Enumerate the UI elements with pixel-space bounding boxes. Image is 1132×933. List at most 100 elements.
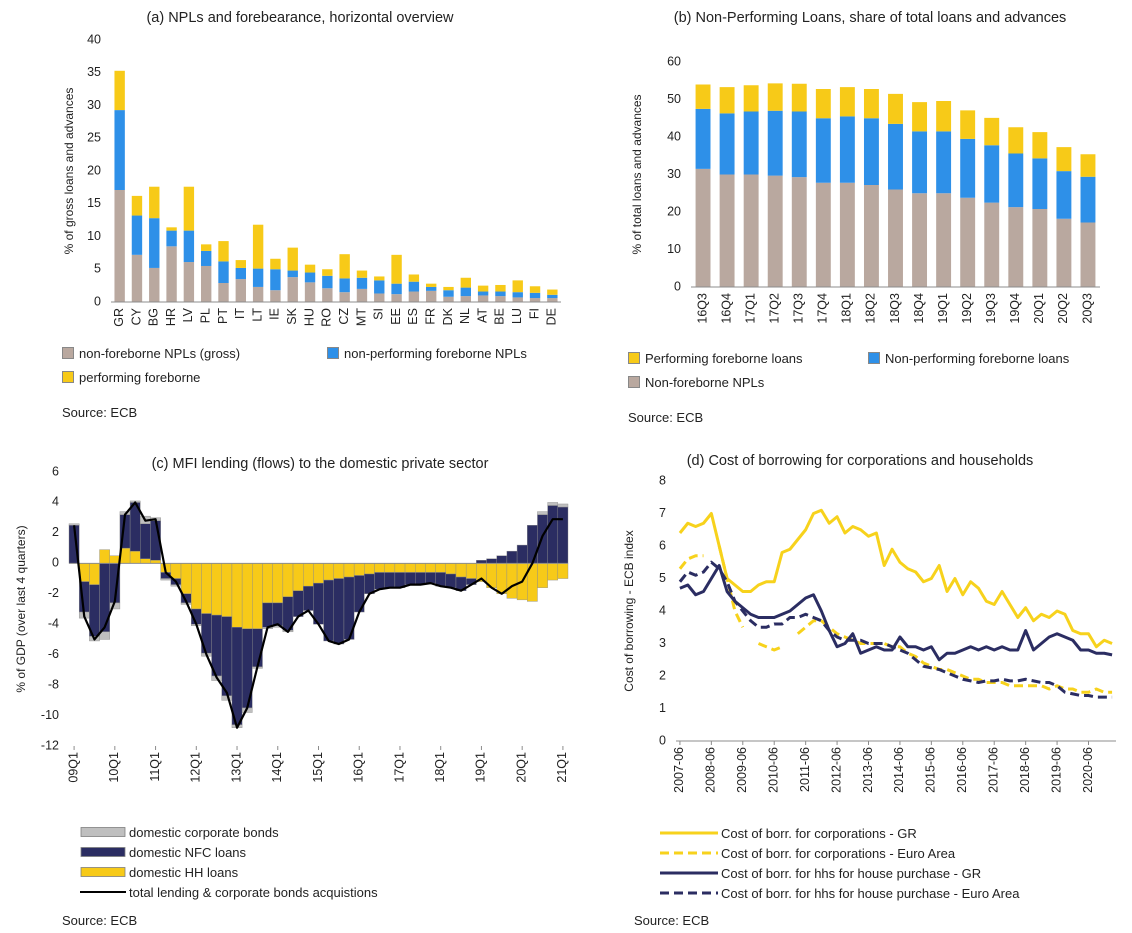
x-tick-label: 12Q1 [189,752,203,783]
x-tick-label: 2016-06 [955,747,969,793]
x-tick-label: 11Q1 [148,752,162,782]
bar [374,276,385,281]
line [679,564,1113,662]
bar [131,254,143,302]
y-tick-label: -10 [41,708,59,722]
bar [391,294,402,302]
bar [839,87,855,117]
legend-item: Cost of borr. for hhs for house purchase… [660,863,1130,883]
bar [170,563,182,579]
bar [415,563,426,573]
bar [1080,222,1096,287]
x-tick-label: 21Q1 [555,752,569,783]
bar [839,116,855,183]
bar [477,285,489,292]
bar [270,258,281,270]
bar [170,584,182,587]
bar [767,83,783,111]
bar [1056,171,1072,219]
y-tick-label: 40 [667,129,681,143]
bar [936,131,952,194]
y-tick-label: 8 [659,473,666,487]
bar [443,296,454,302]
x-tick-label: LT [250,308,264,322]
bar [160,578,172,581]
bar [936,101,952,132]
legend-label: Performing foreborne loans [645,350,803,366]
bar [1008,207,1024,287]
legend-swatch [327,347,339,359]
bar [547,289,558,295]
bar [408,281,420,292]
bar [231,627,243,725]
bar [1080,176,1096,223]
x-tick-label: 17Q1 [392,752,406,783]
x-tick-label: BE [493,308,507,325]
y-axis-label: % of total loans and advances [630,94,644,254]
y-tick-label: 2 [52,525,59,539]
bar [262,563,273,604]
y-tick-label: 35 [87,65,101,79]
x-tick-label: 18Q1 [433,752,447,783]
bar [455,563,467,578]
bar [557,506,569,564]
y-tick-label: 7 [659,506,666,520]
bar [529,292,541,299]
bar [287,277,298,302]
bar [323,563,334,581]
legend-label: Non-performing foreborne loans [885,350,1070,366]
legend-item: domestic NFC loans [80,842,560,862]
y-tick-label: -6 [48,647,59,661]
bar [166,227,177,231]
bar [323,579,334,642]
bar [486,558,497,564]
bar [322,288,333,302]
x-tick-label: 13Q1 [229,752,243,783]
bar [166,246,177,302]
x-tick-label: ES [406,308,420,325]
x-tick-label: 19Q2 [960,293,974,324]
legend-item: total lending & corporate bonds acquisti… [80,882,560,902]
bar [129,550,141,564]
bar [695,84,711,109]
legend-label: non-foreborne NPLs (gross) [79,345,241,361]
bar [516,544,528,564]
x-tick-label: 10Q1 [107,752,121,783]
bar [322,275,333,289]
bar [888,93,903,124]
legend-item: Cost of borr. for corporations - Euro Ar… [660,843,1130,863]
line [72,501,563,729]
bar [353,563,365,576]
bar [374,293,385,302]
bar [426,283,437,287]
bar [201,244,212,251]
x-tick-label: 2015-06 [924,747,938,793]
x-tick-label: NL [458,308,472,324]
bar [912,102,928,132]
x-tick-label: SK [285,307,299,324]
bar [272,563,284,604]
x-tick-label: 2017-06 [987,747,1001,793]
bar [960,138,976,198]
bar [767,175,783,287]
legend-rect [80,867,126,877]
bar [218,283,229,302]
bar [815,89,831,119]
bar [183,186,195,231]
legend-label: Cost of borr. for corporations - Euro Ar… [721,845,956,861]
bar [445,563,457,575]
bar [149,186,160,219]
bar [404,572,416,585]
x-tick-label: 2012-06 [829,747,843,793]
bar [936,193,952,287]
bar [495,284,506,292]
bar [1080,154,1096,177]
bar [149,218,160,268]
bar [114,189,125,302]
x-tick-label: FR [423,308,437,325]
legend-label: non-performing foreborne NPLs [344,345,527,361]
legend-swatch [80,827,126,837]
bar [495,296,506,302]
x-tick-label: IE [268,308,282,320]
bar [235,260,246,268]
